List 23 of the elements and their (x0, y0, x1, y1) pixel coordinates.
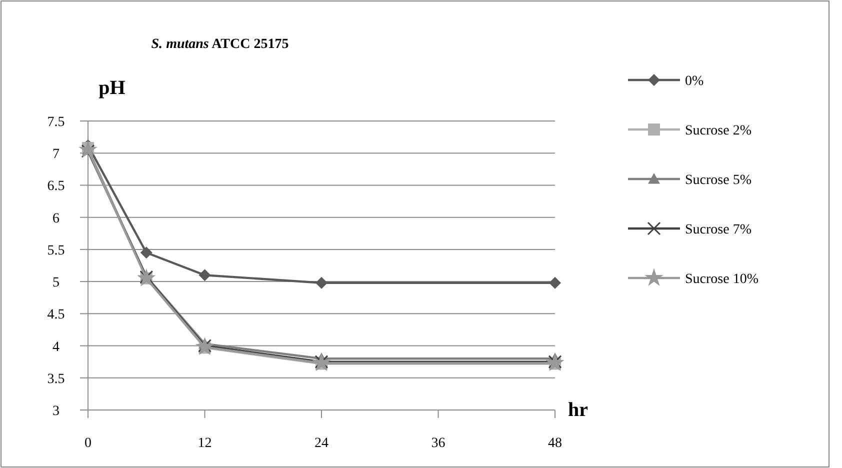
y-tick-label: 7.5 (47, 115, 65, 130)
legend-label: Sucrose 2% (685, 124, 752, 138)
y-tick-label: 3 (52, 404, 60, 419)
y-tick-label: 5.5 (47, 243, 65, 258)
y-tick-label: 4 (52, 340, 60, 355)
y-tick-label: 6 (52, 211, 60, 226)
y-tick-label: 4.5 (47, 308, 65, 323)
x-axis-title: hr (568, 399, 588, 421)
x-tick-label: 12 (198, 436, 212, 451)
y-tick-label: 7 (52, 147, 60, 162)
y-axis-title: pH (98, 77, 126, 99)
x-tick-label: 24 (314, 436, 328, 451)
y-tick-label: 6.5 (47, 179, 65, 194)
y-tick-label: 3.5 (47, 372, 65, 387)
chart-title: S. mutans ATCC 25175 (151, 37, 289, 52)
legend-label: Sucrose 7% (685, 222, 752, 238)
y-tick-label: 5 (52, 276, 60, 291)
legend-label: 0% (685, 74, 704, 89)
x-tick-label: 36 (431, 436, 446, 451)
x-tick-label: 0 (84, 436, 92, 451)
legend-label: Sucrose 5% (685, 173, 752, 188)
x-tick-label: 48 (548, 436, 562, 451)
legend-label: Sucrose 10% (685, 272, 759, 287)
